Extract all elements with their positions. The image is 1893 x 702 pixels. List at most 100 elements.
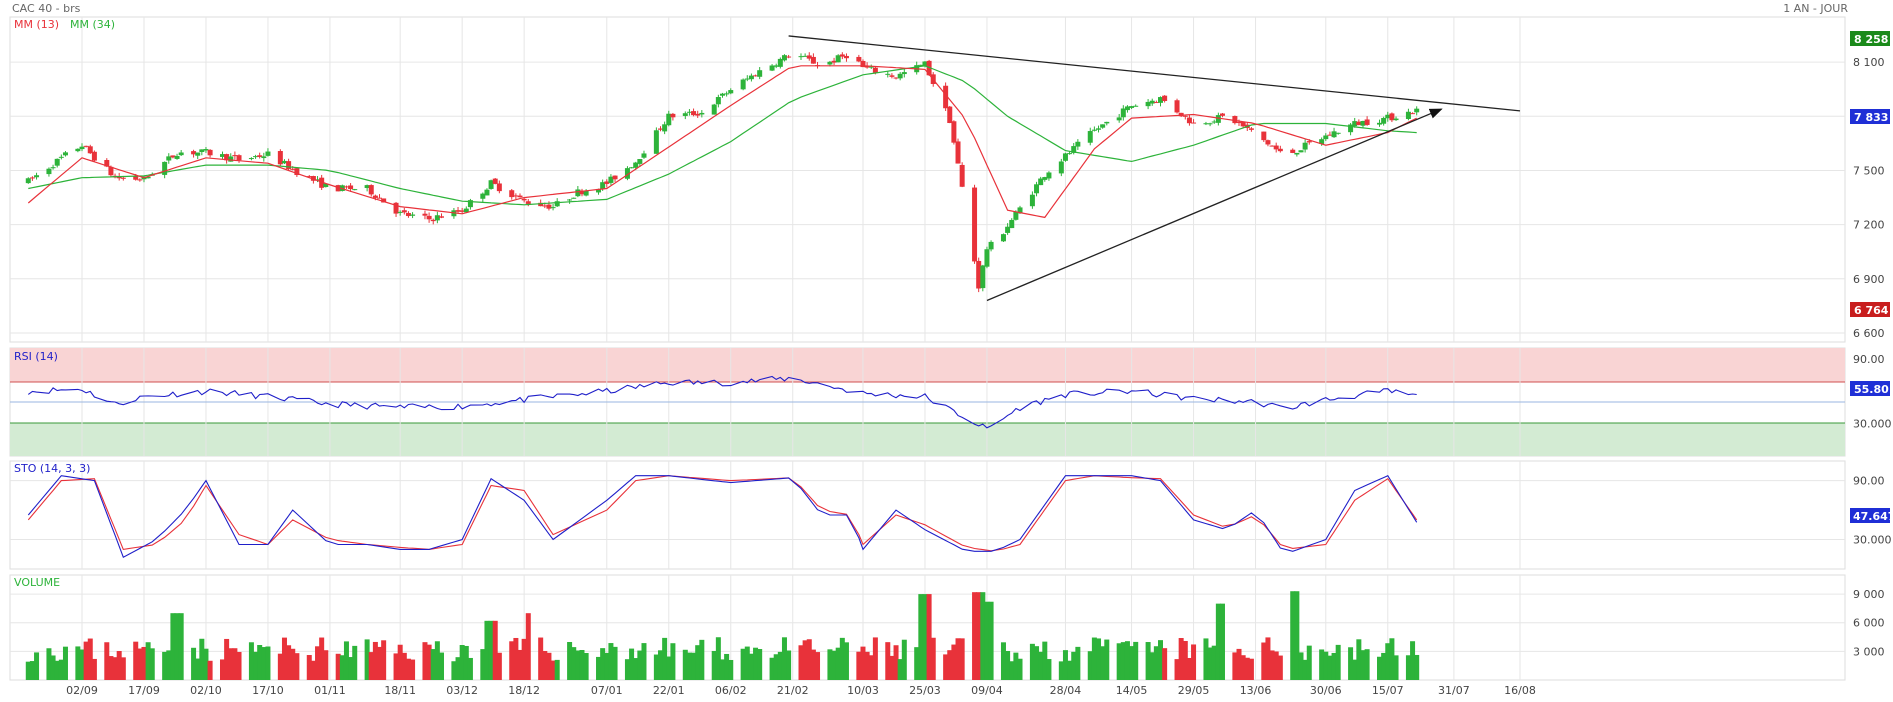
candle — [608, 174, 614, 186]
candle — [1381, 116, 1387, 126]
candle — [137, 178, 143, 182]
candle — [79, 143, 85, 152]
period-label[interactable]: 1 AN - JOUR — [1783, 2, 1848, 15]
candle — [509, 189, 515, 200]
candle — [579, 188, 585, 197]
volume-bar — [918, 594, 924, 680]
volume-bar — [1191, 644, 1197, 680]
volume-bar — [1348, 647, 1354, 680]
candle — [781, 54, 787, 62]
candle — [1133, 104, 1139, 107]
volume-bar — [232, 648, 238, 680]
volume-bar — [637, 650, 643, 680]
volume-bar — [1327, 655, 1333, 680]
volume-bar — [662, 637, 668, 680]
x-tick-label: 30/06 — [1310, 684, 1342, 697]
candle — [1393, 116, 1399, 121]
volume-bar — [897, 659, 903, 680]
candle — [662, 121, 668, 135]
volume-bar — [835, 647, 841, 680]
candle — [277, 149, 283, 167]
candle — [637, 159, 643, 167]
volume-bar — [253, 651, 259, 680]
volume-bar — [612, 646, 618, 680]
volume-bar — [579, 649, 585, 680]
volume-bar — [786, 650, 792, 680]
volume-bar — [951, 644, 957, 680]
volume-bar — [397, 644, 403, 680]
trendline-resistance[interactable] — [788, 35, 1521, 112]
candle — [430, 218, 436, 225]
candle — [959, 162, 965, 188]
price-tick-label: 8 100 — [1853, 56, 1885, 69]
volume-bar — [335, 653, 341, 680]
volume-bar — [525, 613, 531, 680]
volume-bar — [1277, 655, 1283, 680]
candle — [203, 146, 209, 153]
candle — [1000, 233, 1006, 242]
volume-bar — [87, 638, 93, 680]
candle — [439, 213, 444, 219]
candle — [1075, 139, 1081, 150]
legend-ma34: MM (34) — [70, 18, 115, 31]
volume-bar — [666, 656, 672, 680]
sto-d-line — [27, 475, 1418, 552]
volume-bar — [439, 652, 444, 680]
volume-bar — [744, 646, 750, 680]
candle — [1029, 191, 1035, 209]
volume-bar — [1385, 643, 1391, 680]
volume-bar — [670, 643, 676, 680]
rsi-title: RSI (14) — [14, 350, 58, 363]
trendlines — [788, 35, 1521, 302]
candle — [54, 158, 60, 168]
candle — [955, 138, 961, 164]
volume-bar — [740, 648, 746, 680]
candle — [1207, 122, 1213, 127]
candle — [943, 82, 949, 112]
volume-bar — [133, 641, 139, 680]
candle — [786, 54, 792, 59]
candle — [281, 159, 287, 164]
volume-bar — [108, 656, 114, 680]
candle — [773, 63, 779, 69]
candle — [550, 203, 556, 211]
volume-bar — [286, 645, 292, 680]
trendline-support[interactable] — [986, 108, 1443, 302]
volume-bar — [686, 652, 692, 680]
candle — [740, 78, 746, 91]
volume-bar — [372, 641, 378, 680]
volume-bar — [653, 654, 659, 680]
volume-bar — [860, 646, 866, 680]
volume-bar — [748, 653, 754, 680]
candle — [232, 151, 238, 160]
candle — [711, 103, 717, 115]
volume-bar — [1335, 644, 1341, 680]
candle — [802, 53, 808, 57]
candle — [666, 110, 672, 127]
x-tick-label: 06/02 — [715, 684, 747, 697]
volume-tick-label: 6 000 — [1853, 617, 1885, 630]
volume-bar — [1046, 659, 1052, 680]
volume-bar — [575, 650, 581, 680]
rsi-tick-label: 30.000 — [1853, 418, 1892, 431]
volume-bar — [1013, 652, 1019, 680]
volume-bar — [467, 657, 473, 680]
x-tick-label: 10/03 — [847, 684, 879, 697]
volume-bar — [145, 642, 151, 680]
volume-bar — [277, 653, 283, 680]
candle — [1273, 142, 1279, 153]
sto-panel-frame — [9, 460, 1846, 570]
volume-bar — [463, 645, 469, 680]
volume-bar — [753, 647, 759, 680]
candle — [1302, 139, 1308, 153]
volume-bar — [827, 649, 833, 680]
candle — [670, 112, 676, 121]
candle — [1294, 152, 1300, 157]
candle — [658, 126, 664, 132]
candle — [972, 184, 978, 264]
volume-bar — [1162, 648, 1168, 680]
candle — [1038, 176, 1044, 186]
volume-bar — [368, 652, 374, 680]
volume-bar — [815, 652, 821, 680]
volume-bar — [1174, 659, 1180, 680]
